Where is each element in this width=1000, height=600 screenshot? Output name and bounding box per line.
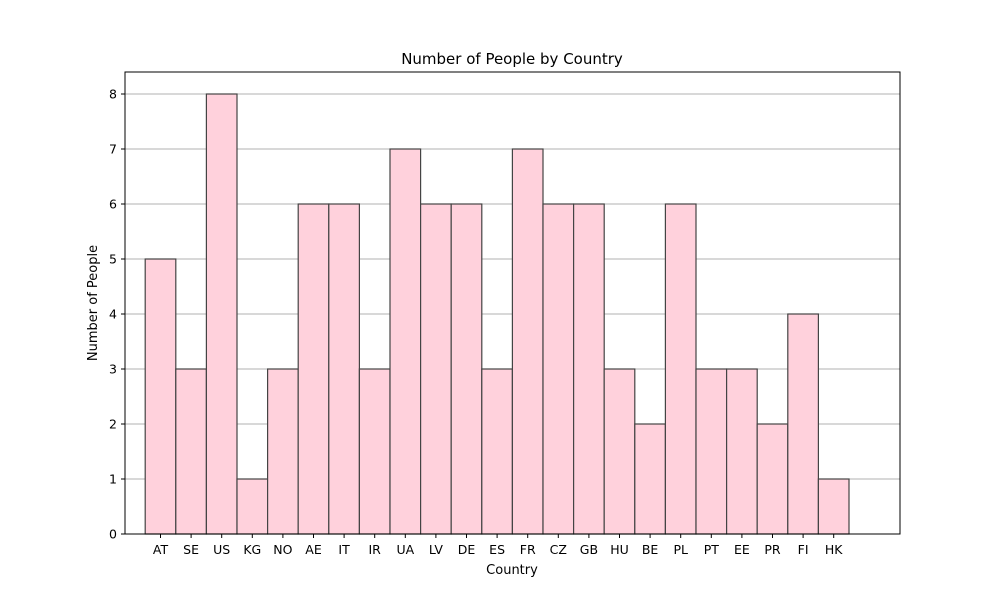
plot-frame <box>124 71 901 535</box>
x-tick-label: GB <box>580 542 598 557</box>
y-axis-label: Number of People <box>86 245 101 361</box>
x-axis-label: Country <box>486 563 538 578</box>
x-tick-label: KG <box>243 542 261 557</box>
bars <box>144 93 850 535</box>
bar-hu <box>603 368 636 535</box>
x-tick-label: US <box>213 542 230 557</box>
y-tick-label: 3 <box>109 362 117 377</box>
x-tick-label: NO <box>273 542 292 557</box>
bar-it <box>328 203 360 535</box>
chart-title: Number of People by Country <box>401 50 623 68</box>
y-tick-label: 5 <box>109 252 117 267</box>
bar-fi <box>787 313 819 535</box>
bar-es <box>481 368 513 535</box>
bar-ua <box>389 148 422 535</box>
bar-de <box>450 203 483 535</box>
x-tick-label: PR <box>764 542 781 557</box>
x-tick-label: AE <box>305 542 322 557</box>
y-tick-label: 2 <box>109 417 117 432</box>
bar-ir <box>358 368 391 535</box>
x-tick-label: HU <box>610 542 629 557</box>
x-tick-label: SE <box>183 542 199 557</box>
x-tick-label: DE <box>458 542 476 557</box>
bar-pt <box>695 368 728 535</box>
y-tick-label: 1 <box>109 472 117 487</box>
bar-hk <box>817 478 850 535</box>
y-tick-label: 0 <box>109 527 117 542</box>
bar-gb <box>572 203 605 535</box>
bar-be <box>634 423 666 535</box>
x-axis-ticks: AT SE US KG NO AE IT IR UA LV DE ES FR CZ GB HU BE PL PT EE… <box>153 534 843 557</box>
x-tick-label: EE <box>734 542 750 557</box>
y-tick-label: 8 <box>109 87 117 102</box>
y-tick-label: 7 <box>109 142 117 157</box>
x-tick-label: LV <box>429 542 444 557</box>
x-tick-label: IT <box>338 542 350 557</box>
x-tick-label: UA <box>396 542 414 557</box>
x-tick-label: BE <box>642 542 659 557</box>
x-tick-label: PT <box>704 542 720 557</box>
bar-pl <box>664 203 697 535</box>
y-tick-label: 6 <box>109 197 117 212</box>
bar-kg <box>236 478 269 535</box>
x-tick-label: PL <box>673 542 688 557</box>
bar-cz <box>542 203 575 535</box>
x-tick-label: HK <box>825 542 843 557</box>
bar-no <box>267 368 299 535</box>
x-tick-label: IR <box>369 542 382 557</box>
bar-se <box>175 368 208 535</box>
bar-pr <box>756 423 789 535</box>
y-axis-ticks: 0 1 2 3 4 5 6 7 8 <box>109 87 125 542</box>
x-tick-label: CZ <box>550 542 567 557</box>
x-tick-label: FR <box>520 542 536 557</box>
bar-at <box>144 258 177 535</box>
bar-fr <box>511 148 544 535</box>
x-tick-label: ES <box>489 542 505 557</box>
bar-us <box>205 93 238 535</box>
bar-ee <box>725 368 758 535</box>
bar-ae <box>297 203 330 535</box>
x-tick-label: AT <box>153 542 169 557</box>
x-tick-label: FI <box>798 542 809 557</box>
y-tick-label: 4 <box>109 307 117 322</box>
bar-lv <box>420 203 452 535</box>
